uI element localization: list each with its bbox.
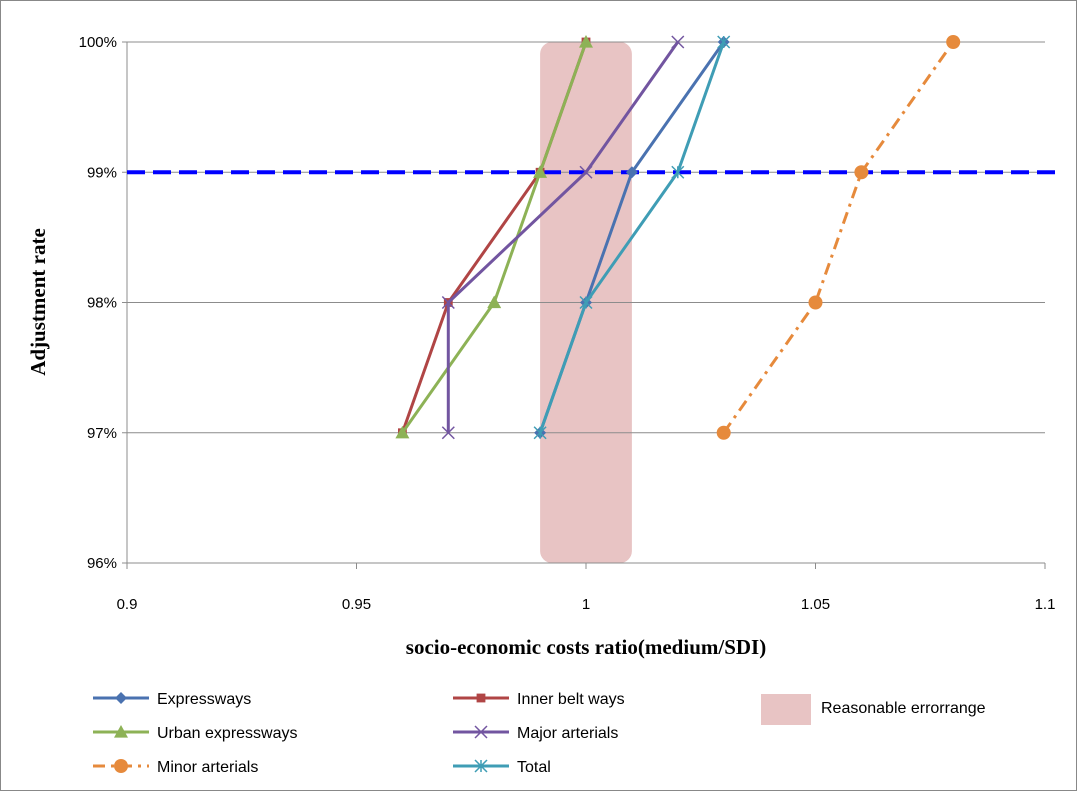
legend-label-minor-arterials: Minor arterials	[157, 759, 258, 776]
legend-marker-minor-arterials	[114, 759, 128, 773]
legend-marker-total	[474, 759, 488, 773]
series-line-total	[538, 41, 726, 434]
data-point-minor-arterials	[808, 295, 823, 310]
legend-label-total: Total	[517, 759, 551, 776]
series-total	[533, 35, 731, 440]
y-axis-title: Adjustment rate	[26, 228, 50, 376]
series-line-major-arterials	[446, 41, 680, 433]
legend-marker-expressways	[115, 692, 127, 704]
data-point-major-arterials	[441, 426, 455, 440]
legend-label-major-arterials: Major arterials	[517, 725, 618, 742]
y-tick-label: 99%	[87, 164, 117, 181]
data-point-total	[533, 426, 547, 440]
legend-item-urban-expressways: Urban expressways	[93, 725, 298, 742]
legend-label-urban-expressways: Urban expressways	[157, 725, 298, 742]
data-point-urban-expressways	[579, 35, 593, 48]
legend-label-error-band: Reasonable errorrange	[821, 700, 986, 717]
legend-swatch-error-band	[761, 694, 811, 725]
data-point-total	[579, 295, 593, 310]
legend-label-inner-belt-ways: Inner belt ways	[517, 691, 625, 708]
series-minor-arterials	[716, 35, 961, 440]
y-tick-label: 98%	[87, 295, 117, 312]
x-axis-title: socio-economic costs ratio(medium/SDI)	[406, 635, 766, 659]
legend-item-error-band: Reasonable errorrange	[761, 694, 986, 725]
legend-marker-urban-expressways	[114, 725, 128, 738]
x-tick-label: 1.05	[801, 596, 830, 613]
series-major-arterials	[441, 35, 685, 440]
data-point-expressways	[625, 166, 638, 179]
legend-item-inner-belt-ways: Inner belt ways	[453, 691, 625, 708]
y-tick-label: 97%	[87, 425, 117, 442]
x-tick-label: 0.95	[342, 596, 371, 613]
legend-item-minor-arterials: Minor arterials	[93, 759, 258, 776]
y-tick-label: 100%	[79, 34, 117, 51]
data-point-minor-arterials	[946, 35, 961, 49]
data-point-major-arterials	[579, 165, 593, 179]
data-point-urban-expressways	[487, 295, 502, 309]
x-tick-label: 0.9	[117, 596, 138, 613]
legend-marker-major-arterials	[474, 725, 488, 739]
y-tick-label: 96%	[87, 555, 117, 572]
legend-marker-inner-belt-ways	[476, 693, 486, 703]
x-tick-label: 1	[582, 596, 590, 613]
legend-item-expressways: Expressways	[93, 691, 251, 708]
legend-item-total: Total	[453, 759, 551, 776]
data-point-major-arterials	[671, 35, 685, 49]
data-point-urban-expressways	[533, 165, 548, 178]
legend-label-expressways: Expressways	[157, 691, 251, 708]
data-point-minor-arterials	[854, 165, 869, 180]
x-tick-label: 1.1	[1035, 596, 1056, 613]
legend-item-major-arterials: Major arterials	[453, 725, 618, 742]
data-point-total	[717, 35, 731, 49]
data-point-total	[671, 165, 685, 179]
series-line-minor-arterials	[722, 41, 955, 434]
data-point-major-arterials	[441, 295, 455, 310]
data-point-urban-expressways	[395, 425, 410, 439]
data-point-minor-arterials	[716, 425, 731, 440]
